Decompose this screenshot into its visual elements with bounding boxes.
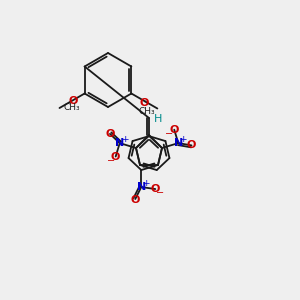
Text: N: N [174, 138, 183, 148]
Text: N: N [137, 182, 146, 192]
Text: +: + [179, 135, 187, 144]
Text: O: O [68, 95, 77, 106]
Text: O: O [130, 195, 140, 205]
Text: +: + [142, 178, 150, 188]
Text: N: N [115, 138, 124, 148]
Text: O: O [151, 184, 160, 194]
Text: H: H [154, 114, 162, 124]
Text: CH₃: CH₃ [139, 107, 155, 116]
Text: O: O [111, 152, 120, 161]
Text: CH₃: CH₃ [64, 103, 80, 112]
Text: −: − [165, 129, 173, 139]
Text: −: − [106, 155, 115, 166]
Text: O: O [105, 129, 115, 139]
Text: O: O [187, 140, 196, 150]
Text: O: O [140, 98, 149, 107]
Text: −: − [156, 188, 164, 198]
Text: O: O [169, 125, 179, 135]
Text: +: + [121, 135, 128, 144]
